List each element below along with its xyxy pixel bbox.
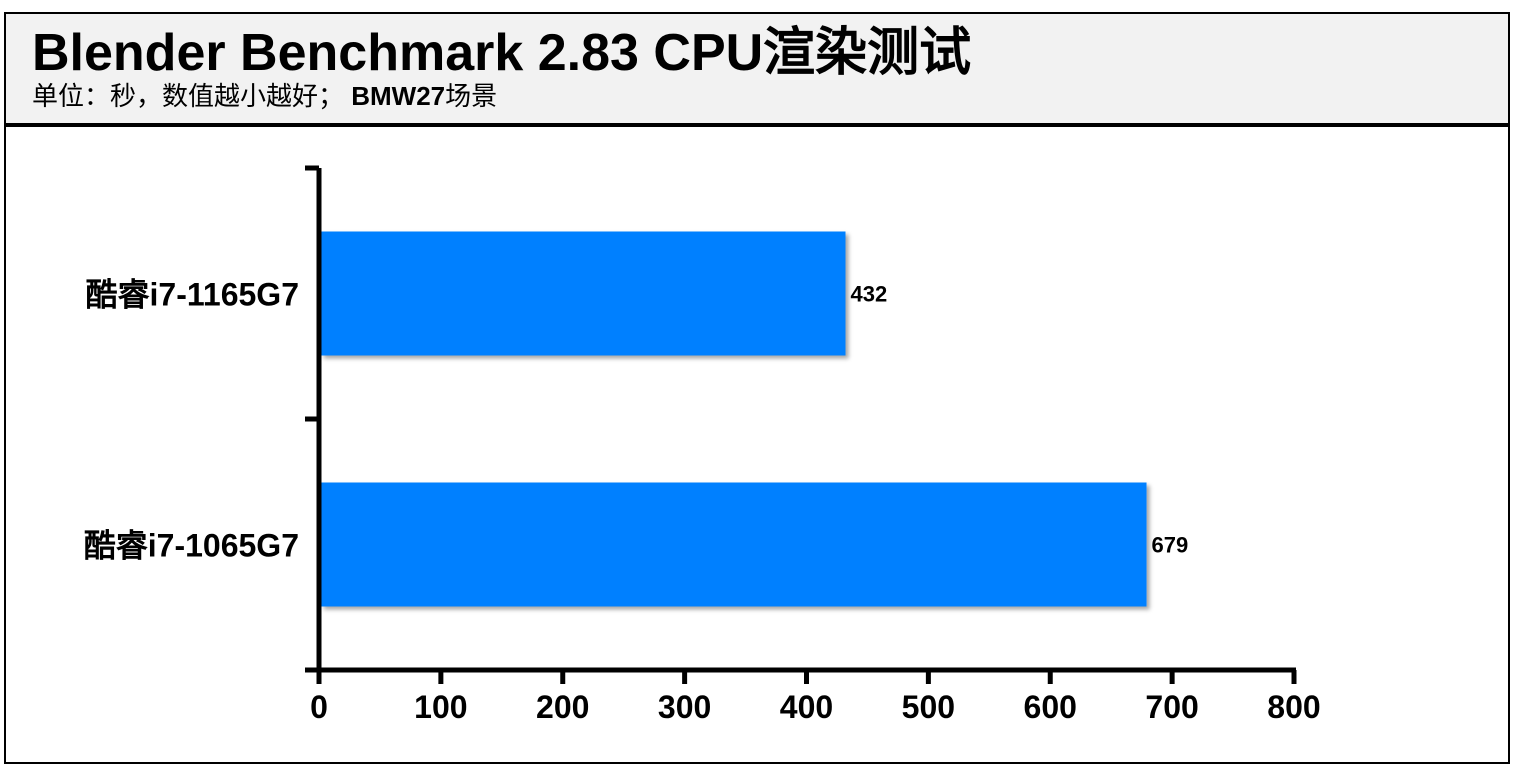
x-tick-label-2: 200	[536, 689, 589, 725]
labels-layer: 酷睿i7-1165G7 432 酷睿i7-1065G7 679 0 100 200 300 40…	[84, 277, 1321, 726]
chart-title: Blender Benchmark 2.83 CPU渲染测试	[32, 24, 972, 82]
axes-layer	[305, 165, 1297, 684]
x-tick-label-8: 800	[1267, 689, 1320, 725]
data-label-1: 432	[851, 282, 888, 307]
bar-1	[321, 231, 846, 356]
x-tick-label-0: 0	[310, 689, 328, 725]
subtitle-suffix: 场景	[445, 81, 498, 111]
chart-frame: Blender Benchmark 2.83 CPU渲染测试 单位：秒，数值越小…	[4, 12, 1510, 764]
x-tick-label-5: 500	[902, 689, 955, 725]
x-tick-label-6: 600	[1024, 689, 1077, 725]
category-label-2: 酷睿i7-1065G7	[84, 528, 299, 564]
data-label-2: 679	[1152, 533, 1189, 558]
x-tick-label-4: 400	[780, 689, 833, 725]
x-tick-label-7: 700	[1145, 689, 1198, 725]
subtitle-prefix: 单位：秒，数值越小越好；	[32, 81, 345, 111]
category-label-1: 酷睿i7-1165G7	[86, 277, 299, 313]
x-tick-label-3: 300	[658, 689, 711, 725]
subtitle-scene-name: BMW27	[351, 81, 446, 111]
x-tick-label-1: 100	[414, 689, 467, 725]
chart-subtitle: 单位：秒，数值越小越好； BMW27场景	[32, 80, 497, 112]
bar-2	[321, 482, 1147, 607]
chart-header: Blender Benchmark 2.83 CPU渲染测试 单位：秒，数值越小…	[6, 14, 1508, 127]
bars-layer	[321, 231, 1147, 607]
